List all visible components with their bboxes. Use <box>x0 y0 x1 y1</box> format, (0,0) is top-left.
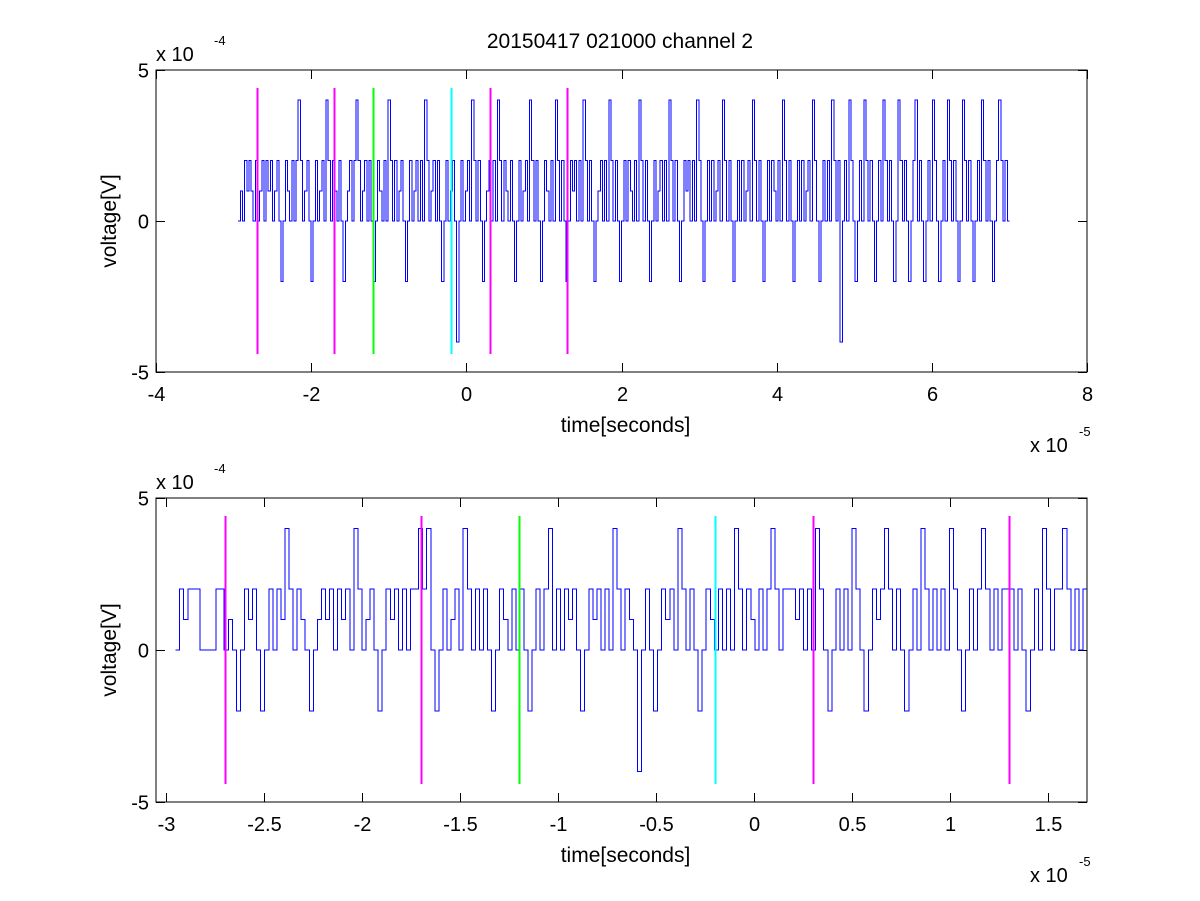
bottom-y-multiplier-exponent: -4 <box>214 461 226 476</box>
bottom-y-multiplier: x 10 <box>156 472 194 494</box>
top-xtick-label: 2 <box>617 384 628 406</box>
bottom-x-multiplier-exponent: -5 <box>1079 854 1091 869</box>
top-y-axis-label: voltage[V] <box>98 174 121 267</box>
bottom-x-multiplier: x 10 <box>1030 865 1068 887</box>
bottom-xtick-label: -3 <box>158 814 176 836</box>
bottom-xtick-label: 1.5 <box>1035 814 1063 836</box>
top-ytick-label: 5 <box>138 61 149 83</box>
top-x-multiplier-exponent: -5 <box>1079 424 1091 439</box>
top-xtick-label: -4 <box>148 384 166 406</box>
top-ytick-label: -5 <box>131 363 149 385</box>
panels: -4 -2 0 2 4 6 8 -5 0 5 x 10 -4 x 10 -5 time[seconds] vo… <box>98 33 1093 887</box>
top-y-multiplier: x 10 <box>156 44 194 66</box>
bottom-panel: -3 -2.5 -2 -1.5 -1 -0.5 0 0.5 1 1.5 -5 0 5 x 10 -4 x 10… <box>98 461 1091 887</box>
bottom-xtick-label: -1.5 <box>443 814 477 836</box>
bottom-xtick-label: -0.5 <box>639 814 673 836</box>
top-xtick-label: -2 <box>303 384 321 406</box>
bottom-xtick-label: 1 <box>945 814 956 836</box>
top-signal-trace <box>238 99 1010 343</box>
top-x-axis-label: time[seconds] <box>561 414 691 437</box>
top-y-multiplier-exponent: -4 <box>214 33 226 48</box>
bottom-y-axis-label: voltage[V] <box>98 603 121 696</box>
top-x-multiplier: x 10 <box>1030 435 1068 457</box>
figure-title: 20150417 021000 channel 2 <box>487 30 753 53</box>
bottom-signal-trace <box>175 527 1087 773</box>
bottom-xtick-label: 0 <box>749 814 760 836</box>
bottom-xtick-label: -1 <box>550 814 568 836</box>
bottom-ytick-label: -5 <box>131 793 149 815</box>
bottom-x-axis-label: time[seconds] <box>561 844 691 867</box>
top-panel: -4 -2 0 2 4 6 8 -5 0 5 x 10 -4 x 10 -5 time[seconds] vo… <box>98 33 1093 457</box>
bottom-ytick-label: 0 <box>138 641 149 663</box>
bottom-xtick-label: -2 <box>354 814 372 836</box>
top-xtick-label: 6 <box>927 384 938 406</box>
bottom-xtick-label: 0.5 <box>839 814 867 836</box>
top-xtick-label: 4 <box>772 384 783 406</box>
top-ytick-label: 0 <box>138 212 149 234</box>
bottom-ytick-label: 5 <box>138 489 149 511</box>
bottom-xtick-label: -2.5 <box>247 814 281 836</box>
top-xtick-label: 0 <box>461 384 472 406</box>
top-xtick-label: 8 <box>1082 384 1093 406</box>
